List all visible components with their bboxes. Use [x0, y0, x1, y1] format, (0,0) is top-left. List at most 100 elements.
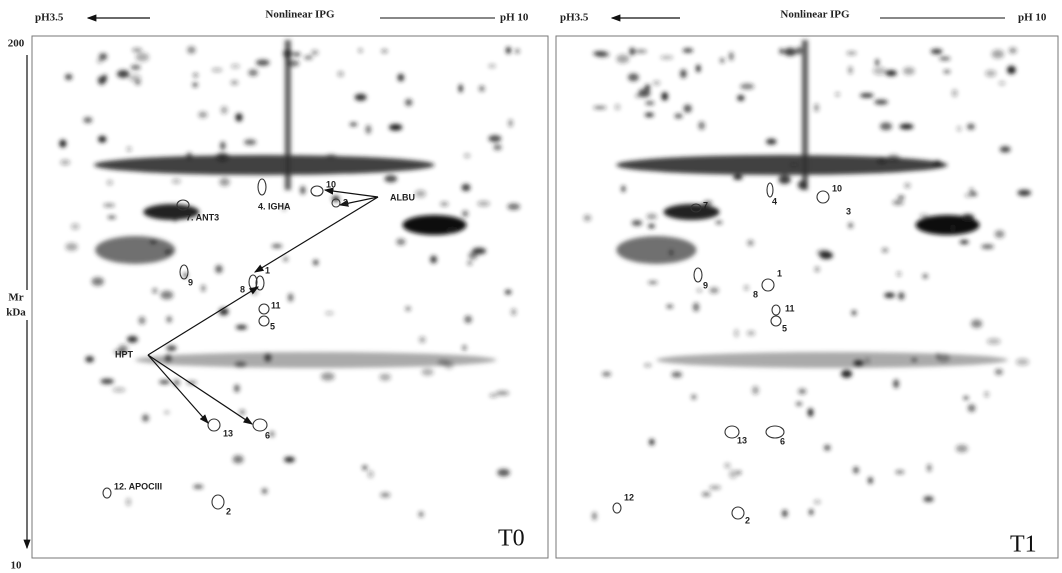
gel-spot: [936, 353, 951, 363]
gel-spot: [778, 175, 791, 185]
spot-label: 11: [785, 303, 795, 313]
gel-spot: [881, 247, 889, 253]
gel-spot: [682, 48, 694, 53]
gel-spot: [107, 215, 116, 219]
gel-spot: [766, 138, 777, 145]
gel-spot: [461, 183, 471, 192]
gel-spot: [505, 46, 511, 54]
gel-spot: [311, 49, 319, 56]
gel-spot: [477, 200, 490, 207]
gel-spot: [644, 112, 654, 118]
gel-spot: [358, 48, 363, 53]
gel-spot: [814, 266, 820, 272]
gel-spot: [218, 307, 229, 316]
gel-spot: [898, 292, 905, 300]
ph-high: pH 10: [1018, 12, 1047, 24]
spot-label: 4: [772, 196, 777, 206]
gel-spot: [923, 496, 934, 503]
gel-spot: [583, 214, 592, 222]
gel-spot: [461, 210, 469, 217]
gel-spot: [440, 201, 449, 207]
gel-spot: [616, 155, 948, 175]
gel-spot: [458, 84, 463, 93]
gel-spot: [354, 93, 367, 102]
gel-spot: [164, 354, 172, 363]
spot-label: 12: [624, 492, 634, 502]
panel-name: T1: [1010, 532, 1037, 558]
gel-spot: [93, 155, 435, 175]
gel-spot: [284, 40, 291, 190]
gel-spot: [504, 289, 512, 295]
spot-ring: [690, 203, 702, 213]
spot-label: 13: [223, 428, 233, 438]
gel-spot: [922, 273, 928, 279]
gel-spot: [292, 52, 301, 57]
gel-spot: [746, 330, 756, 336]
gel-spot: [867, 477, 873, 484]
gel-spot: [903, 67, 915, 75]
gel-spot: [381, 49, 388, 53]
gel-spot: [887, 154, 901, 162]
gel-spot: [879, 122, 893, 131]
gel-spot: [813, 103, 819, 112]
gel-spot: [159, 379, 171, 385]
gel-spot: [235, 324, 248, 330]
gel-spot: [813, 500, 821, 504]
gel-spot: [853, 466, 859, 474]
gel-spot: [692, 302, 700, 312]
gel-spot: [798, 388, 807, 395]
gel-spot: [515, 49, 520, 54]
gel-spot: [421, 368, 434, 376]
annotation: HPT: [115, 349, 134, 359]
gel-spot: [282, 49, 293, 57]
gel-spot: [872, 66, 887, 76]
spot-ring: [770, 315, 782, 327]
gel-spot: [215, 152, 230, 161]
gel-spot: [691, 394, 697, 400]
gel-spot: [789, 162, 799, 167]
spot-ring: [771, 304, 781, 316]
gel-spot: [478, 85, 485, 92]
gel-spot: [853, 359, 864, 367]
gel-spot: [719, 57, 725, 64]
gel-spot: [649, 438, 655, 446]
gel-spot: [497, 468, 510, 477]
gel-spot: [1008, 47, 1017, 54]
gel-spot: [956, 126, 962, 132]
gel-spot: [152, 288, 158, 294]
gel-spot: [950, 224, 956, 233]
gel-spot: [65, 74, 73, 81]
mw-label: Mr: [8, 292, 23, 304]
gel-spot: [300, 186, 306, 195]
gel-spot: [631, 219, 643, 226]
gel-spot: [709, 287, 719, 294]
gel-spot: [488, 64, 496, 68]
header-title: Nonlinear IPG: [265, 9, 335, 21]
gel-spot: [779, 48, 784, 54]
gel-spot: [271, 244, 283, 248]
gel-spot: [489, 393, 498, 398]
gel-spot: [951, 89, 958, 97]
annotations: [612, 182, 830, 520]
gel-spot: [171, 178, 181, 184]
spot-ring: [765, 425, 785, 439]
gel-spot: [796, 46, 802, 55]
gel-spot: [172, 217, 178, 222]
spot-ring: [766, 182, 774, 198]
spot-label: 13: [737, 435, 747, 445]
gel-spot: [895, 470, 905, 474]
panel-name: T0: [498, 526, 525, 552]
gel-spot: [85, 356, 94, 363]
gel-spot: [671, 371, 683, 378]
gel-spot: [621, 185, 626, 193]
gel-spot: [824, 444, 831, 451]
gel-spot: [380, 492, 391, 498]
spot-label: 7: [703, 200, 708, 210]
gel-spot: [149, 240, 157, 244]
spot-label: 8: [240, 284, 245, 294]
spot-label: 11: [271, 300, 281, 310]
gel-spot: [875, 59, 880, 66]
spot-ring: [258, 315, 270, 327]
gel-spot: [269, 431, 275, 438]
gel-spot: [126, 146, 132, 152]
